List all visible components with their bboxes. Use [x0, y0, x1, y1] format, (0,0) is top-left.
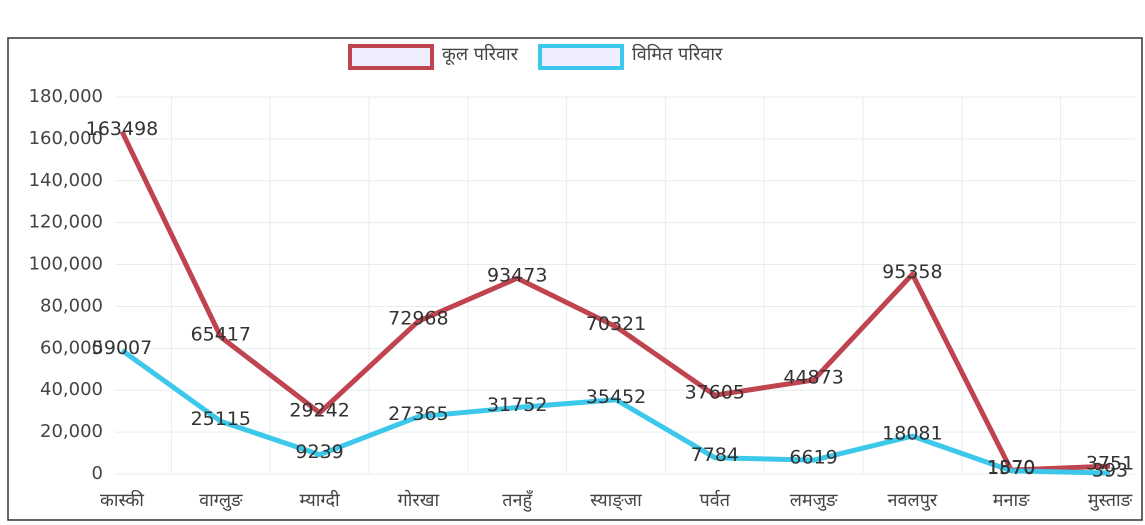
x-tick-label: मुस्ताङ [1088, 490, 1133, 511]
x-tick-label: स्याङ्जा [590, 490, 642, 511]
y-tick-label: 80,000 [40, 295, 103, 316]
data-label: 27365 [388, 403, 448, 425]
x-tick-label: नवलपुर [888, 490, 938, 511]
data-label: 25115 [191, 408, 251, 430]
data-label: 70321 [586, 313, 646, 335]
data-label: 37605 [685, 382, 745, 404]
x-tick-label: वाग्लुङ [199, 490, 243, 511]
data-label: 95358 [882, 261, 942, 283]
legend-swatch [348, 44, 434, 70]
x-tick-label: गोरखा [398, 489, 440, 511]
data-label: 18081 [882, 423, 942, 445]
y-tick-label: 180,000 [29, 86, 103, 107]
data-label: 7784 [691, 444, 739, 466]
x-tick-label: लमजुङ [790, 490, 838, 511]
data-label: 393 [1092, 460, 1128, 482]
data-label: 3751 [1086, 453, 1134, 475]
legend-label: कूल परिवार [442, 43, 519, 65]
y-tick-label: 120,000 [29, 212, 103, 233]
data-label: 59007 [92, 337, 152, 359]
x-tick-label: म्याग्दी [299, 489, 340, 511]
x-tick-label: मनाङ [993, 490, 1030, 511]
data-label: 35452 [586, 386, 646, 408]
y-tick-label: 140,000 [29, 170, 103, 191]
y-tick-label: 160,000 [29, 128, 103, 149]
data-label: 29242 [289, 399, 349, 421]
series-line [119, 130, 1111, 473]
legend-swatch [538, 44, 625, 70]
y-tick-label: 0 [92, 463, 103, 484]
data-label: 163498 [86, 118, 159, 140]
y-tick-label: 20,000 [40, 421, 103, 442]
data-label: 44873 [783, 367, 843, 389]
data-label: 1870 [987, 457, 1035, 479]
x-tick-label: पर्वत [700, 489, 731, 511]
data-label: 65417 [191, 323, 251, 345]
y-tick-label: 40,000 [40, 379, 103, 400]
x-tick-label: कास्की [100, 489, 144, 511]
data-label: 6619 [789, 447, 837, 469]
legend-label: विमित परिवार [632, 43, 723, 65]
data-label: 72968 [388, 308, 448, 330]
data-label: 9239 [295, 441, 343, 463]
y-tick-label: 60,000 [40, 337, 103, 358]
x-tick-label: तनहुँ [502, 489, 533, 512]
data-label: 31752 [487, 394, 547, 416]
data-label: 93473 [487, 265, 547, 287]
y-tick-label: 100,000 [29, 254, 103, 275]
chart-frame [7, 37, 1143, 521]
series-line [120, 348, 1111, 476]
data-label: 1570 [987, 457, 1035, 479]
